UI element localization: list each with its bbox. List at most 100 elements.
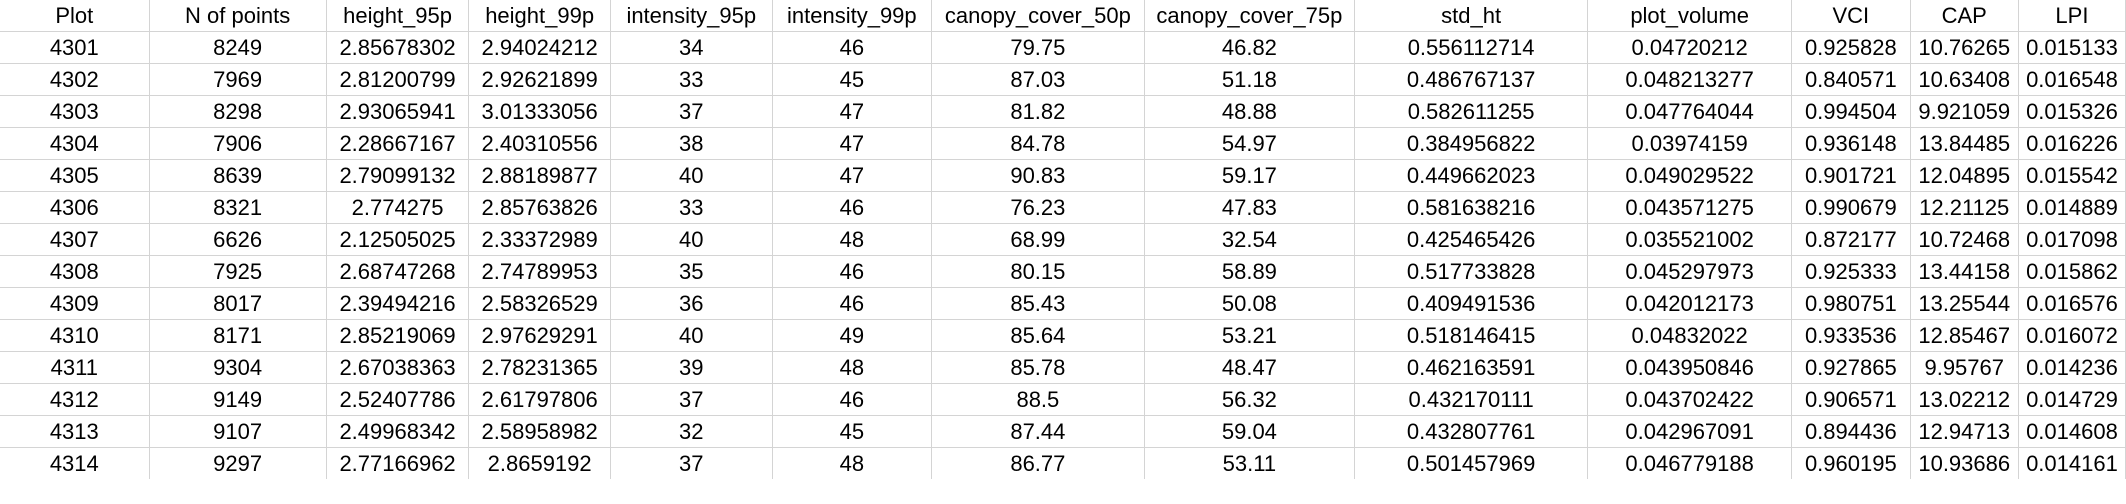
cell-intensity-95p[interactable]: 37 [610,447,773,479]
header-cell-intensity-95p[interactable]: intensity_95p [610,0,773,32]
cell-lpi[interactable]: 0.016226 [2018,127,2126,160]
cell-lpi[interactable]: 0.014729 [2018,383,2126,416]
cell-height-95p[interactable]: 2.81200799 [326,63,470,96]
cell-canopy-cover-75p[interactable]: 46.82 [1144,31,1356,64]
header-cell-plot-volume[interactable]: plot_volume [1587,0,1793,32]
header-cell-vci[interactable]: VCI [1791,0,1911,32]
cell-height-95p[interactable]: 2.28667167 [326,127,470,160]
cell-intensity-95p[interactable]: 34 [610,31,773,64]
cell-canopy-cover-75p[interactable]: 48.47 [1144,351,1356,384]
cell-n-points[interactable]: 9149 [149,383,327,416]
cell-vci[interactable]: 0.933536 [1791,319,1911,352]
cell-height-95p[interactable]: 2.67038363 [326,351,470,384]
cell-canopy-cover-75p[interactable]: 50.08 [1144,287,1356,320]
cell-n-points[interactable]: 8321 [149,191,327,224]
cell-cap[interactable]: 13.02212 [1910,383,2019,416]
cell-intensity-95p[interactable]: 37 [610,95,773,128]
cell-vci[interactable]: 0.960195 [1791,447,1911,479]
header-cell-cap[interactable]: CAP [1910,0,2019,32]
cell-intensity-99p[interactable]: 46 [772,383,932,416]
cell-plot-volume[interactable]: 0.047764044 [1587,95,1793,128]
cell-std-ht[interactable]: 0.432170111 [1354,383,1589,416]
cell-vci[interactable]: 0.936148 [1791,127,1911,160]
cell-canopy-cover-75p[interactable]: 47.83 [1144,191,1356,224]
cell-n-points[interactable]: 8017 [149,287,327,320]
cell-plot-volume[interactable]: 0.045297973 [1587,255,1793,288]
cell-lpi[interactable]: 0.016072 [2018,319,2126,352]
header-cell-intensity-99p[interactable]: intensity_99p [772,0,932,32]
cell-lpi[interactable]: 0.015133 [2018,31,2126,64]
cell-intensity-99p[interactable]: 47 [772,95,932,128]
cell-canopy-cover-50p[interactable]: 76.23 [931,191,1145,224]
cell-vci[interactable]: 0.894436 [1791,415,1911,448]
cell-height-99p[interactable]: 2.78231365 [468,351,611,384]
cell-plot[interactable]: 4301 [0,31,150,64]
cell-std-ht[interactable]: 0.556112714 [1354,31,1589,64]
cell-n-points[interactable]: 9107 [149,415,327,448]
cell-lpi[interactable]: 0.014236 [2018,351,2126,384]
cell-intensity-99p[interactable]: 48 [772,351,932,384]
cell-intensity-95p[interactable]: 32 [610,415,773,448]
cell-canopy-cover-50p[interactable]: 81.82 [931,95,1145,128]
cell-std-ht[interactable]: 0.486767137 [1354,63,1589,96]
cell-cap[interactable]: 12.94713 [1910,415,2019,448]
cell-cap[interactable]: 10.76265 [1910,31,2019,64]
cell-plot[interactable]: 4309 [0,287,150,320]
cell-height-99p[interactable]: 2.88189877 [468,159,611,192]
cell-height-95p[interactable]: 2.77166962 [326,447,470,479]
cell-intensity-95p[interactable]: 39 [610,351,773,384]
cell-vci[interactable]: 0.990679 [1791,191,1911,224]
cell-cap[interactable]: 12.85467 [1910,319,2019,352]
cell-n-points[interactable]: 8639 [149,159,327,192]
cell-intensity-99p[interactable]: 48 [772,447,932,479]
cell-std-ht[interactable]: 0.384956822 [1354,127,1589,160]
cell-vci[interactable]: 0.925828 [1791,31,1911,64]
cell-n-points[interactable]: 7906 [149,127,327,160]
cell-canopy-cover-75p[interactable]: 51.18 [1144,63,1356,96]
cell-plot[interactable]: 4311 [0,351,150,384]
cell-n-points[interactable]: 8249 [149,31,327,64]
cell-lpi[interactable]: 0.015862 [2018,255,2126,288]
cell-plot-volume[interactable]: 0.04832022 [1587,319,1793,352]
cell-plot[interactable]: 4306 [0,191,150,224]
cell-plot-volume[interactable]: 0.046779188 [1587,447,1793,479]
cell-height-99p[interactable]: 2.85763826 [468,191,611,224]
cell-lpi[interactable]: 0.016548 [2018,63,2126,96]
cell-intensity-95p[interactable]: 38 [610,127,773,160]
cell-n-points[interactable]: 9297 [149,447,327,479]
cell-intensity-99p[interactable]: 45 [772,63,932,96]
cell-cap[interactable]: 10.63408 [1910,63,2019,96]
cell-canopy-cover-75p[interactable]: 59.17 [1144,159,1356,192]
cell-canopy-cover-50p[interactable]: 88.5 [931,383,1145,416]
cell-std-ht[interactable]: 0.581638216 [1354,191,1589,224]
cell-intensity-95p[interactable]: 35 [610,255,773,288]
header-cell-n-points[interactable]: N of points [149,0,327,32]
cell-plot[interactable]: 4308 [0,255,150,288]
cell-height-99p[interactable]: 2.58326529 [468,287,611,320]
cell-canopy-cover-50p[interactable]: 90.83 [931,159,1145,192]
cell-lpi[interactable]: 0.014889 [2018,191,2126,224]
cell-height-99p[interactable]: 2.61797806 [468,383,611,416]
cell-vci[interactable]: 0.906571 [1791,383,1911,416]
cell-cap[interactable]: 13.25544 [1910,287,2019,320]
cell-cap[interactable]: 10.72468 [1910,223,2019,256]
cell-n-points[interactable]: 8171 [149,319,327,352]
cell-intensity-95p[interactable]: 37 [610,383,773,416]
cell-intensity-99p[interactable]: 46 [772,287,932,320]
cell-lpi[interactable]: 0.015542 [2018,159,2126,192]
header-cell-canopy-cover-50p[interactable]: canopy_cover_50p [931,0,1145,32]
cell-std-ht[interactable]: 0.409491536 [1354,287,1589,320]
cell-plot[interactable]: 4314 [0,447,150,479]
cell-cap[interactable]: 10.93686 [1910,447,2019,479]
cell-canopy-cover-50p[interactable]: 79.75 [931,31,1145,64]
cell-plot[interactable]: 4305 [0,159,150,192]
cell-plot-volume[interactable]: 0.035521002 [1587,223,1793,256]
cell-canopy-cover-75p[interactable]: 54.97 [1144,127,1356,160]
cell-canopy-cover-50p[interactable]: 68.99 [931,223,1145,256]
cell-height-99p[interactable]: 2.33372989 [468,223,611,256]
cell-canopy-cover-75p[interactable]: 53.21 [1144,319,1356,352]
cell-vci[interactable]: 0.872177 [1791,223,1911,256]
cell-intensity-99p[interactable]: 47 [772,159,932,192]
cell-plot[interactable]: 4304 [0,127,150,160]
cell-intensity-95p[interactable]: 33 [610,63,773,96]
